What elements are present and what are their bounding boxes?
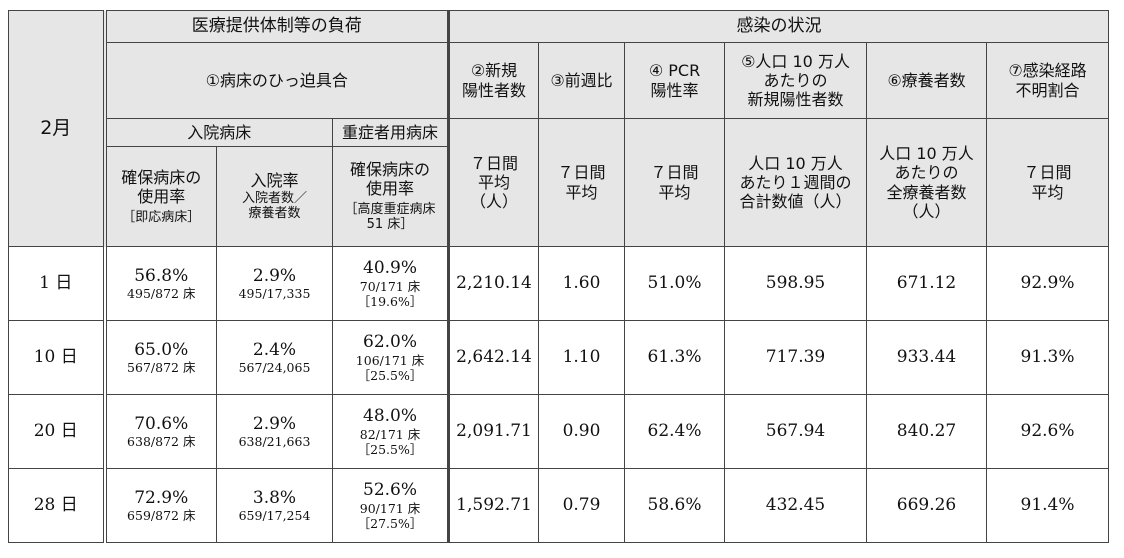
day-cell: 10 日	[8, 320, 107, 395]
unknown-route-cell: 91.4%	[986, 468, 1110, 543]
severe-usage-cell: 40.9% 70/171 床 ［19.6%］	[331, 246, 451, 321]
covid-status-table: 2月 医療提供体制等の負荷 感染の状況 ①病床のひっ迫具合 ②新規 陽性者数 ③…	[8, 10, 1110, 543]
month-label: 2月	[8, 10, 107, 247]
recovering-header: ⑥療養者数	[866, 42, 988, 119]
pcr-rate-header: ④ PCR 陽性率	[624, 42, 726, 119]
covid-status-table-wrapper: 2月 医療提供体制等の負荷 感染の状況 ①病床のひっ迫具合 ②新規 陽性者数 ③…	[8, 10, 1110, 543]
per-100k-cell: 432.45	[724, 468, 868, 543]
new-positive-cell: 2,091.71	[448, 394, 540, 469]
recovering-cell: 840.27	[866, 394, 988, 469]
weekly-ratio-subheader: ７日間 平均	[538, 118, 626, 247]
per-100k-header: ⑤人口 10 万人 あたりの 新規陽性者数	[724, 42, 868, 119]
severe-usage-header: 確保病床の 使用率 ［高度重症病床 51 床］	[331, 146, 451, 247]
unknown-route-header: ⑦感染経路 不明割合	[986, 42, 1110, 119]
new-positive-header: ②新規 陽性者数	[448, 42, 540, 119]
weekly-ratio-header: ③前週比	[538, 42, 626, 119]
table-body: 1 日 56.8% 495/872 床 2.9% 495/17,335 40.9…	[8, 246, 1110, 543]
new-positive-cell: 2,210.14	[448, 246, 540, 321]
per-100k-subheader: 人口 10 万人 あたり１週間の 合計数値（人）	[724, 118, 868, 247]
bed-usage-cell: 72.9% 659/872 床	[104, 468, 217, 543]
table-row: 1 日 56.8% 495/872 床 2.9% 495/17,335 40.9…	[8, 246, 1110, 321]
table-row: 20 日 70.6% 638/872 床 2.9% 638/21,663 48.…	[8, 394, 1110, 469]
inpatient-beds-header: 入院病床	[104, 118, 333, 147]
severe-beds-header: 重症者用病床	[331, 118, 451, 147]
new-positive-cell: 2,642.14	[448, 320, 540, 395]
new-positive-subheader: ７日間 平均 （人）	[448, 118, 540, 247]
day-cell: 1 日	[8, 246, 107, 321]
group-header-burden: 医療提供体制等の負荷	[103, 10, 451, 43]
admission-rate-cell: 2.9% 638/21,663	[216, 394, 333, 469]
bed-pressure-header: ①病床のひっ迫具合	[103, 42, 451, 119]
unknown-route-subheader: ７日間 平均	[986, 118, 1110, 247]
bed-usage-header: 確保病床の 使用率 ［即応病床］	[104, 146, 217, 247]
new-positive-cell: 1,592.71	[448, 468, 540, 543]
weekly-ratio-cell: 1.10	[538, 320, 626, 395]
day-cell: 20 日	[8, 394, 107, 469]
pcr-rate-cell: 62.4%	[624, 394, 726, 469]
pcr-rate-cell: 58.6%	[624, 468, 726, 543]
bed-usage-cell: 70.6% 638/872 床	[104, 394, 217, 469]
per-100k-cell: 717.39	[724, 320, 868, 395]
per-100k-cell: 598.95	[724, 246, 868, 321]
bed-usage-cell: 65.0% 567/872 床	[104, 320, 217, 395]
weekly-ratio-cell: 1.60	[538, 246, 626, 321]
day-cell: 28 日	[8, 468, 107, 543]
recovering-cell: 671.12	[866, 246, 988, 321]
pcr-rate-cell: 61.3%	[624, 320, 726, 395]
table-header: 2月 医療提供体制等の負荷 感染の状況 ①病床のひっ迫具合 ②新規 陽性者数 ③…	[8, 10, 1110, 247]
table-row: 28 日 72.9% 659/872 床 3.8% 659/17,254 52.…	[8, 468, 1110, 543]
admission-rate-header: 入院率 入院者数／ 療養者数	[216, 146, 333, 247]
group-header-infection: 感染の状況	[448, 10, 1110, 43]
admission-rate-cell: 2.4% 567/24,065	[216, 320, 333, 395]
recovering-cell: 933.44	[866, 320, 988, 395]
unknown-route-cell: 92.6%	[986, 394, 1110, 469]
severe-usage-cell: 62.0% 106/171 床 ［25.5%］	[331, 320, 451, 395]
table-row: 10 日 65.0% 567/872 床 2.4% 567/24,065 62.…	[8, 320, 1110, 395]
severe-usage-cell: 48.0% 82/171 床 ［25.5%］	[331, 394, 451, 469]
pcr-rate-subheader: ７日間 平均	[624, 118, 726, 247]
bed-usage-cell: 56.8% 495/872 床	[104, 246, 217, 321]
weekly-ratio-cell: 0.90	[538, 394, 626, 469]
recovering-cell: 669.26	[866, 468, 988, 543]
severe-usage-cell: 52.6% 90/171 床 ［27.5%］	[331, 468, 451, 543]
per-100k-cell: 567.94	[724, 394, 868, 469]
admission-rate-cell: 3.8% 659/17,254	[216, 468, 333, 543]
unknown-route-cell: 91.3%	[986, 320, 1110, 395]
admission-rate-cell: 2.9% 495/17,335	[216, 246, 333, 321]
pcr-rate-cell: 51.0%	[624, 246, 726, 321]
unknown-route-cell: 92.9%	[986, 246, 1110, 321]
recovering-subheader: 人口 10 万人 あたりの 全療養者数 （人）	[866, 118, 988, 247]
weekly-ratio-cell: 0.79	[538, 468, 626, 543]
